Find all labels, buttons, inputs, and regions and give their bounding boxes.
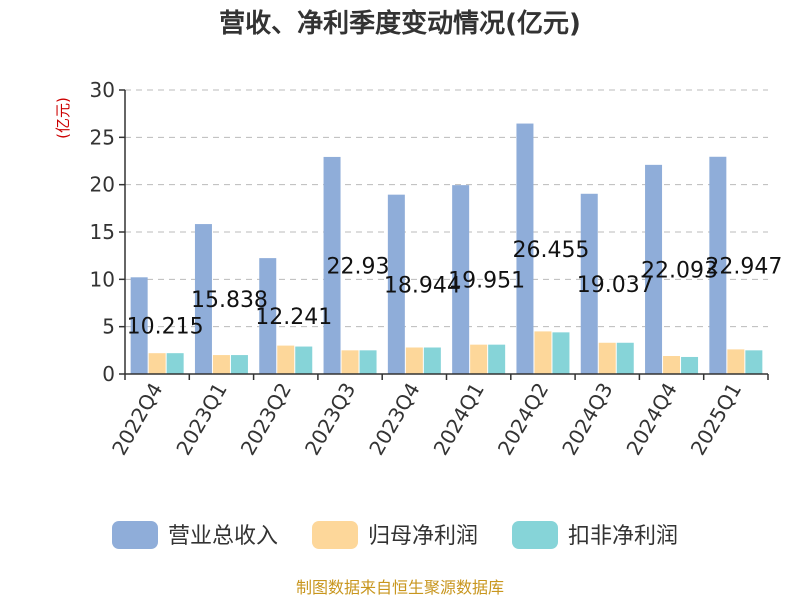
bar-2023Q3-series-2 bbox=[359, 350, 377, 374]
bar-2023Q4-series-2 bbox=[423, 347, 441, 374]
data-label-revenue: 19.951 bbox=[448, 269, 525, 294]
bar-2023Q3-series-1 bbox=[341, 350, 359, 374]
bar-2023Q1-series-2 bbox=[230, 355, 248, 374]
x-tick-label: 2022Q4 bbox=[107, 379, 167, 460]
x-tick-label: 2024Q4 bbox=[621, 379, 681, 460]
bar-2024Q3-series-1 bbox=[598, 342, 616, 374]
bar-2023Q4-series-0 bbox=[387, 194, 405, 374]
x-tick-label: 2024Q1 bbox=[429, 379, 489, 460]
bar-2024Q1-series-0 bbox=[452, 185, 470, 374]
x-tick-label: 2024Q2 bbox=[493, 379, 553, 460]
bar-2024Q4-series-1 bbox=[663, 356, 681, 374]
bar-2024Q4-series-0 bbox=[645, 164, 663, 374]
data-label-revenue: 22.093 bbox=[641, 258, 718, 283]
data-label-revenue: 22.947 bbox=[705, 254, 782, 279]
bar-2023Q2-series-2 bbox=[295, 346, 313, 374]
bar-2024Q3-series-0 bbox=[580, 193, 598, 374]
bar-2022Q4-series-1 bbox=[148, 353, 166, 374]
data-label-revenue: 26.455 bbox=[512, 238, 589, 263]
bar-2024Q3-series-2 bbox=[616, 342, 634, 374]
bar-2022Q4-series-0 bbox=[130, 277, 148, 374]
chart-title: 营收、净利季度变动情况(亿元) bbox=[219, 8, 581, 39]
x-tick-label: 2023Q2 bbox=[236, 379, 296, 460]
legend: 营业总收入 归母净利润 扣非净利润 bbox=[112, 521, 678, 549]
legend-label-1: 归母净利润 bbox=[368, 524, 478, 549]
y-axis-unit-label: (亿元) bbox=[54, 97, 72, 139]
data-label-revenue: 10.215 bbox=[127, 315, 204, 340]
legend-label-0: 营业总收入 bbox=[168, 524, 278, 549]
x-tick-label: 2024Q3 bbox=[557, 379, 617, 460]
bar-2023Q2-series-1 bbox=[277, 345, 295, 374]
y-tick-label: 5 bbox=[102, 315, 115, 339]
data-source-note: 制图数据来自恒生聚源数据库 bbox=[296, 578, 504, 597]
x-tick-label: 2023Q1 bbox=[171, 379, 231, 460]
legend-swatch-2 bbox=[512, 521, 558, 549]
y-tick-label: 15 bbox=[90, 220, 115, 244]
bar-2023Q1-series-1 bbox=[212, 355, 230, 374]
bar-2024Q1-series-1 bbox=[470, 344, 488, 374]
y-tick-label: 10 bbox=[90, 267, 115, 291]
y-tick-label: 0 bbox=[102, 362, 115, 386]
bar-2025Q1-series-2 bbox=[745, 350, 763, 374]
bar-2023Q4-series-1 bbox=[405, 347, 423, 374]
x-tick-label: 2025Q1 bbox=[686, 379, 746, 460]
bar-2024Q2-series-1 bbox=[534, 331, 552, 374]
data-label-revenue: 15.838 bbox=[191, 288, 268, 313]
bar-2024Q4-series-2 bbox=[681, 356, 699, 374]
data-label-revenue: 18.944 bbox=[384, 273, 461, 298]
bar-2022Q4-series-2 bbox=[166, 353, 184, 374]
y-tick-label: 30 bbox=[90, 78, 115, 102]
x-tick-label: 2023Q3 bbox=[300, 379, 360, 460]
gridlines bbox=[125, 89, 768, 328]
legend-swatch-0 bbox=[112, 521, 158, 549]
bar-2025Q1-series-0 bbox=[709, 156, 727, 374]
data-label-revenue: 12.241 bbox=[255, 305, 332, 330]
legend-label-2: 扣非净利润 bbox=[568, 524, 678, 549]
bar-2024Q2-series-0 bbox=[516, 123, 534, 375]
bars bbox=[130, 123, 763, 375]
y-tick-label: 20 bbox=[90, 173, 115, 197]
data-label-revenue: 19.037 bbox=[577, 273, 654, 298]
bar-2023Q1-series-0 bbox=[194, 224, 212, 374]
data-label-revenue: 22.93 bbox=[327, 254, 390, 279]
x-tick-label: 2023Q4 bbox=[364, 379, 424, 460]
legend-swatch-1 bbox=[312, 521, 358, 549]
bar-2024Q1-series-2 bbox=[488, 344, 506, 374]
bar-2025Q1-series-1 bbox=[727, 349, 745, 374]
bar-2023Q2-series-0 bbox=[259, 258, 277, 374]
bar-2024Q2-series-2 bbox=[552, 332, 570, 374]
bar-2023Q3-series-0 bbox=[323, 156, 341, 374]
y-tick-label: 25 bbox=[90, 125, 115, 149]
